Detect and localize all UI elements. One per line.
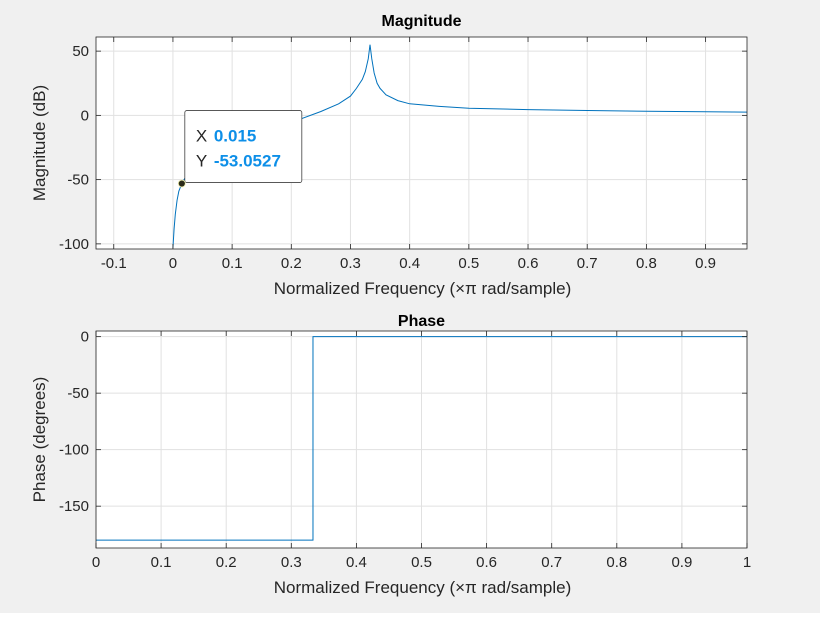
datatip-x-value: 0.015 [214, 127, 257, 146]
phase-x-axis-label: Normalized Frequency (×π rad/sample) [274, 578, 572, 597]
phase-y-axis-label: Phase (degrees) [30, 377, 49, 503]
magnitude-y-tick-label: 0 [81, 107, 89, 124]
phase-y-tick-label: 0 [81, 329, 89, 346]
magnitude-x-tick-label: 0.6 [518, 255, 539, 272]
magnitude-x-tick-label: 0.7 [577, 255, 598, 272]
datatip-y-label: Y [196, 152, 207, 171]
phase-x-tick-label: 0.9 [671, 554, 692, 571]
phase-x-tick-label: 0.3 [281, 554, 302, 571]
magnitude-series-line [172, 44, 748, 248]
datatip: X 0.015 Y -53.0527 [177, 110, 303, 188]
phase-series-line [96, 336, 747, 541]
datatip-box [184, 110, 303, 183]
phase-x-tick-label: 0.4 [346, 554, 367, 571]
phase-x-tick-label: 0.1 [151, 554, 172, 571]
magnitude-x-tick-label: 0.8 [636, 255, 657, 272]
phase-y-tick-label: -150 [59, 498, 89, 515]
magnitude-axes-box [95, 36, 748, 250]
magnitude-x-tick-label: 0.4 [399, 255, 420, 272]
datatip-x-label: X [196, 127, 207, 146]
phase-x-tick-label: 0.2 [216, 554, 237, 571]
phase-y-tick-label: -50 [67, 385, 89, 402]
magnitude-x-tick-label: 0 [169, 255, 177, 272]
datatip-marker [177, 179, 186, 188]
phase-x-tick-label: 1 [743, 554, 751, 571]
magnitude-x-tick-label: 0.1 [222, 255, 243, 272]
magnitude-y-tick-label: 50 [72, 43, 89, 60]
magnitude-x-tick-label: 0.9 [695, 255, 716, 272]
phase-x-tick-label: 0.7 [541, 554, 562, 571]
phase-title: Phase [398, 313, 445, 330]
magnitude-y-axis-label: Magnitude (dB) [30, 85, 49, 201]
phase-x-tick-label: 0.5 [411, 554, 432, 571]
phase-x-tick-label: 0.8 [606, 554, 627, 571]
magnitude-x-tick-label: 0.5 [458, 255, 479, 272]
magnitude-x-tick-label: 0.3 [340, 255, 361, 272]
magnitude-x-tick-label: 0.2 [281, 255, 302, 272]
phase-y-tick-label: -100 [59, 442, 89, 459]
magnitude-title: Magnitude [382, 13, 462, 30]
magnitude-y-tick-label: -50 [67, 172, 89, 189]
datatip-y-value: -53.0527 [214, 152, 281, 171]
phase-axes: 0 0.1 0.2 0.3 0.4 0.5 0.6 0.7 0.8 0.9 1 -150 -100 -50… [30, 313, 751, 597]
phase-x-tick-label: 0 [92, 554, 100, 571]
magnitude-x-tick-label: -0.1 [101, 255, 127, 272]
phase-x-tick-label: 0.6 [476, 554, 497, 571]
magnitude-axes: -0.1 0 0.1 0.2 0.3 0.4 0.5 0.6 0.7 0.8 0.9 -100 -50 0… [30, 13, 748, 298]
magnitude-x-axis-label: Normalized Frequency (×π rad/sample) [274, 279, 572, 298]
magnitude-y-tick-label: -100 [59, 236, 89, 253]
